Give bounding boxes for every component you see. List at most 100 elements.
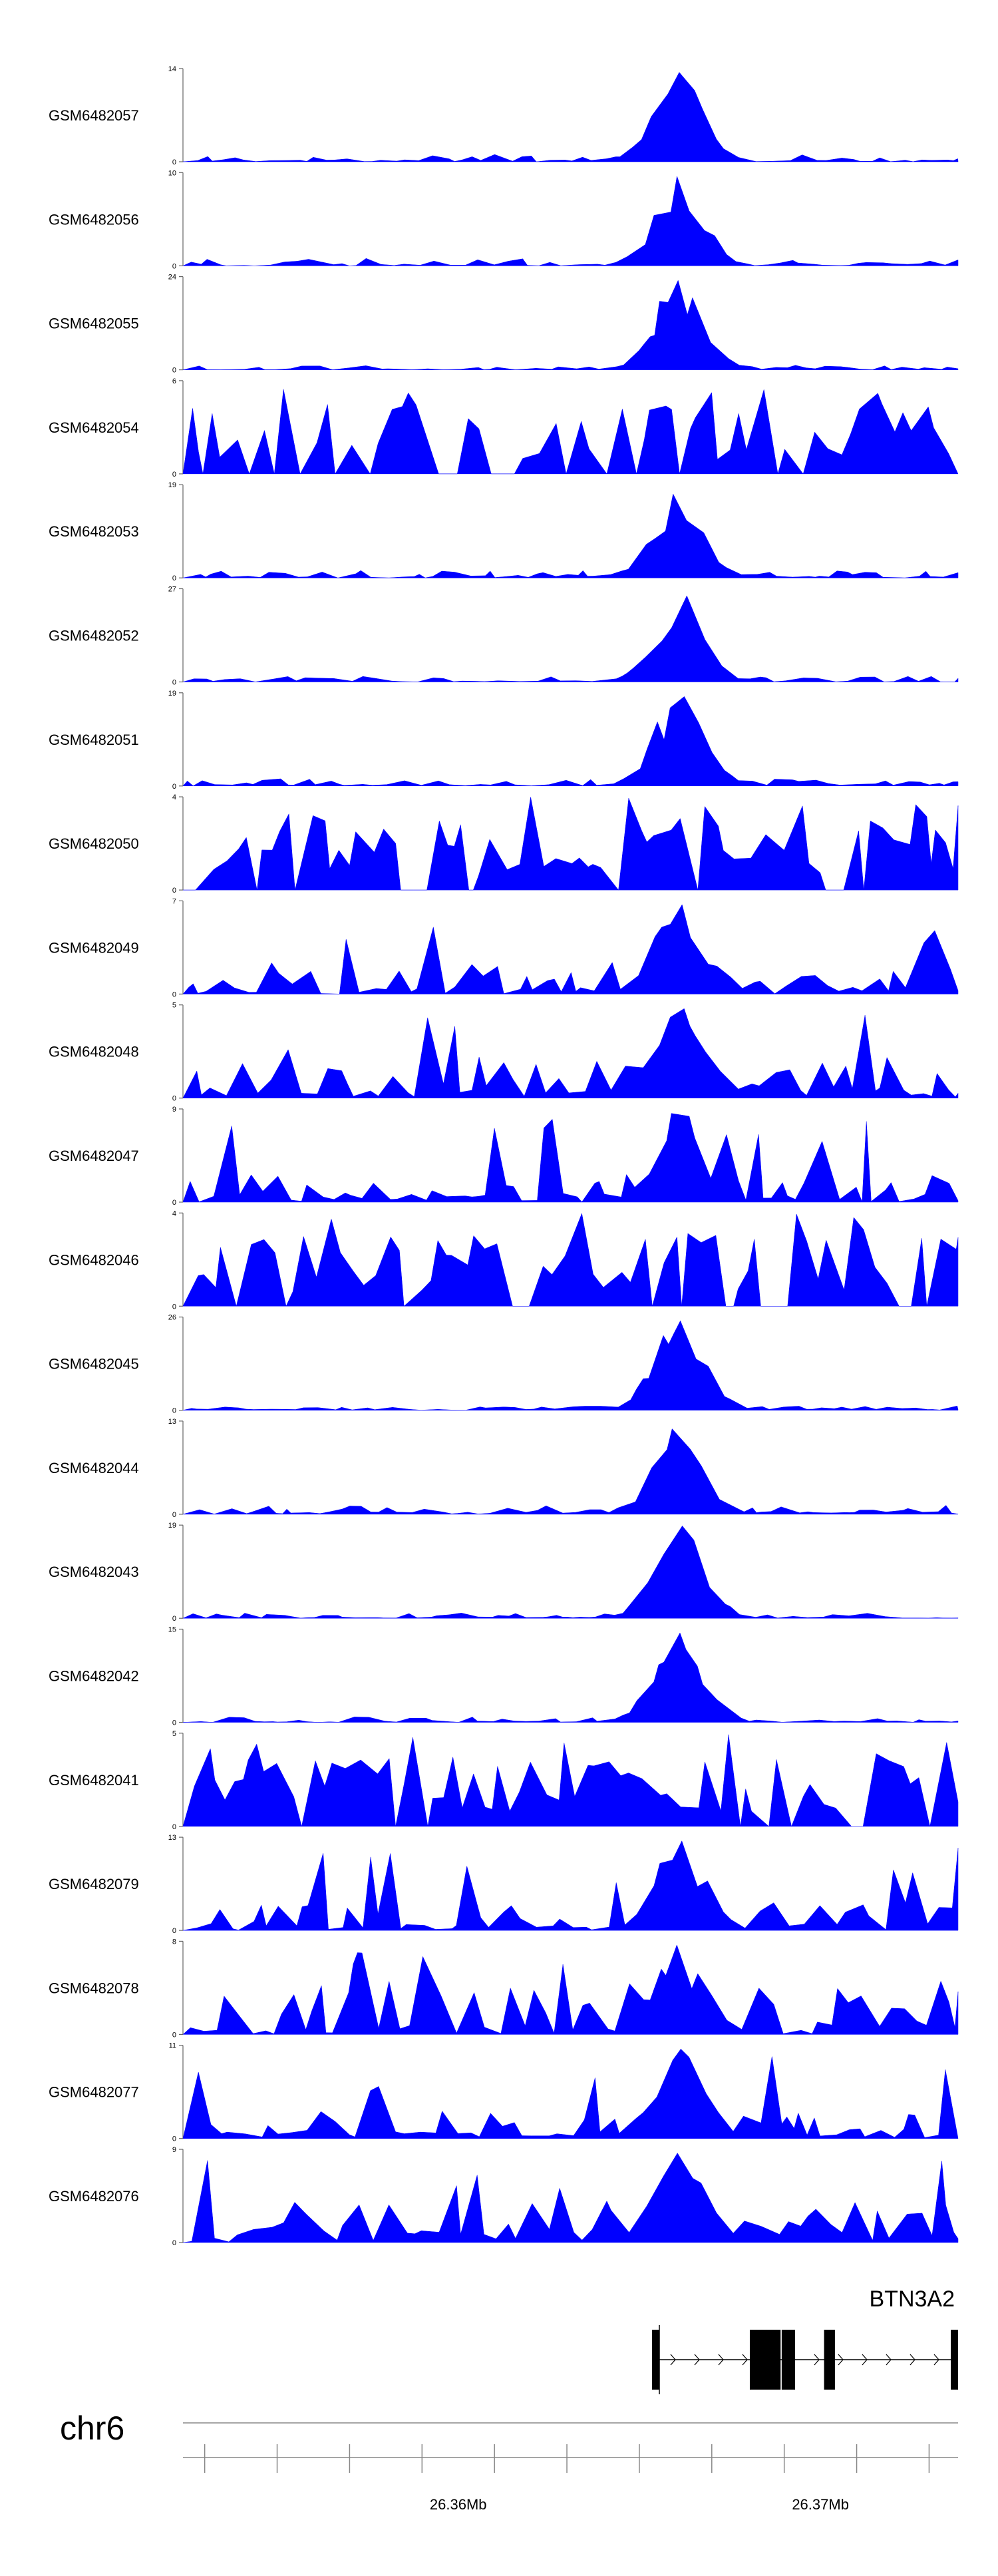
track-label: GSM6482078 — [49, 1980, 139, 1996]
y-tick-label-max: 13 — [168, 1834, 176, 1842]
y-tick-label-max: 14 — [168, 65, 176, 73]
y-tick-label-zero: 0 — [172, 471, 176, 479]
y-tick-label-max: 5 — [172, 1730, 176, 1738]
track-GSM6482054: GSM6482054 6 0 — [49, 377, 959, 479]
coverage-area-GSM6482041 — [182, 1734, 959, 1827]
strand-arrow — [862, 2354, 868, 2366]
gene-exon — [770, 2330, 776, 2390]
y-tick-label-max: 15 — [168, 1626, 176, 1634]
y-tick-label-zero: 0 — [172, 1199, 176, 1207]
track-GSM6482043: GSM6482043 19 0 — [49, 1522, 959, 1623]
track-GSM6482044: GSM6482044 13 0 — [49, 1418, 959, 1519]
y-tick-label-max: 26 — [168, 1314, 176, 1322]
y-tick-label-zero: 0 — [172, 574, 176, 582]
track-GSM6482049: GSM6482049 7 0 — [49, 897, 959, 998]
track-label: GSM6482051 — [49, 732, 139, 748]
y-tick-label-zero: 0 — [172, 783, 176, 791]
y-tick-label-max: 6 — [172, 377, 176, 385]
track-label: GSM6482043 — [49, 1564, 139, 1580]
track-label: GSM6482050 — [49, 835, 139, 852]
strand-arrow — [742, 2354, 748, 2366]
y-tick-label-max: 19 — [168, 481, 176, 489]
gene-exon — [781, 2330, 796, 2390]
coverage-area-GSM6482055 — [182, 280, 959, 370]
chromosome-label: chr6 — [60, 2410, 124, 2447]
y-tick-label-zero: 0 — [172, 2031, 176, 2039]
track-label: GSM6482049 — [49, 939, 139, 956]
track-GSM6482042: GSM6482042 15 0 — [49, 1626, 959, 1727]
coverage-area-GSM6482076 — [182, 2153, 959, 2243]
track-label: GSM6482047 — [49, 1148, 139, 1164]
y-tick-label-zero: 0 — [172, 1511, 176, 1519]
y-tick-label-max: 5 — [172, 1002, 176, 1010]
track-label: GSM6482076 — [49, 2188, 139, 2205]
coverage-area-GSM6482054 — [182, 389, 959, 475]
y-tick-label-max: 9 — [172, 1106, 176, 1114]
strand-arrow — [718, 2354, 724, 2366]
y-tick-label-zero: 0 — [172, 158, 176, 166]
gene-exon — [824, 2330, 835, 2390]
strand-arrow — [814, 2354, 820, 2366]
y-tick-label-max: 4 — [172, 793, 176, 801]
y-tick-label-max: 19 — [168, 690, 176, 698]
coverage-area-GSM6482049 — [182, 904, 959, 994]
coverage-area-GSM6482044 — [182, 1428, 959, 1515]
track-label: GSM6482055 — [49, 316, 139, 332]
track-GSM6482057: GSM6482057 14 0 — [49, 65, 959, 166]
coverage-area-GSM6482047 — [182, 1113, 959, 1203]
axis-tick-label: 26.37Mb — [792, 2496, 849, 2513]
y-tick-label-max: 11 — [169, 2042, 176, 2050]
y-tick-label-zero: 0 — [172, 887, 176, 895]
track-GSM6482041: GSM6482041 5 0 — [49, 1730, 959, 1831]
gene-exon — [951, 2330, 958, 2390]
coverage-area-GSM6482053 — [182, 493, 959, 578]
strand-arrow — [886, 2354, 892, 2366]
gene-exon — [651, 2330, 659, 2390]
track-label: GSM6482052 — [49, 628, 139, 644]
y-tick-label-zero: 0 — [172, 1719, 176, 1727]
axis-tick-label: 26.36Mb — [430, 2496, 487, 2513]
genome-axis: chr6 26.36Mb 26.37Mb — [60, 2410, 958, 2513]
track-GSM6482051: GSM6482051 19 0 — [49, 690, 959, 791]
y-tick-label-max: 8 — [172, 1938, 176, 1946]
y-tick-label-zero: 0 — [172, 1823, 176, 1831]
gene-annotation-track: BTN3A2 — [651, 2286, 958, 2394]
strand-arrow — [933, 2354, 939, 2366]
track-GSM6482077: GSM6482077 11 0 — [49, 2042, 959, 2143]
track-GSM6482046: GSM6482046 4 0 — [49, 1209, 959, 1311]
strand-arrow — [694, 2354, 700, 2366]
coverage-area-GSM6482077 — [182, 2048, 959, 2139]
track-GSM6482078: GSM6482078 8 0 — [49, 1938, 959, 2039]
track-GSM6482052: GSM6482052 27 0 — [49, 586, 959, 687]
track-GSM6482050: GSM6482050 4 0 — [49, 793, 959, 895]
y-tick-label-zero: 0 — [172, 262, 176, 270]
gene-exon — [756, 2330, 781, 2390]
y-tick-label-max: 24 — [168, 274, 176, 282]
y-tick-label-zero: 0 — [172, 679, 176, 687]
coverage-area-GSM6482045 — [182, 1320, 959, 1410]
y-tick-label-zero: 0 — [172, 1615, 176, 1623]
track-label: GSM6482079 — [49, 1876, 139, 1892]
coverage-area-GSM6482046 — [182, 1213, 959, 1307]
y-tick-label-zero: 0 — [172, 1927, 176, 1935]
track-label: GSM6482077 — [49, 2084, 139, 2101]
track-GSM6482045: GSM6482045 26 0 — [49, 1314, 959, 1415]
track-GSM6482047: GSM6482047 9 0 — [49, 1106, 959, 1207]
track-label: GSM6482045 — [49, 1356, 139, 1373]
track-GSM6482048: GSM6482048 5 0 — [49, 1002, 959, 1103]
y-tick-label-zero: 0 — [172, 2135, 176, 2143]
track-label: GSM6482056 — [49, 211, 139, 228]
track-GSM6482076: GSM6482076 9 0 — [49, 2146, 959, 2247]
coverage-area-GSM6482079 — [182, 1840, 959, 1931]
y-tick-label-zero: 0 — [172, 367, 176, 375]
track-GSM6482079: GSM6482079 13 0 — [49, 1834, 959, 1935]
track-label: GSM6482042 — [49, 1668, 139, 1685]
track-label: GSM6482046 — [49, 1251, 139, 1268]
y-tick-label-zero: 0 — [172, 1407, 176, 1415]
y-tick-label-max: 27 — [168, 586, 176, 594]
coverage-area-GSM6482042 — [182, 1632, 959, 1723]
y-tick-label-max: 13 — [168, 1418, 176, 1426]
track-label: GSM6482054 — [49, 419, 139, 436]
y-tick-label-zero: 0 — [172, 2239, 176, 2247]
